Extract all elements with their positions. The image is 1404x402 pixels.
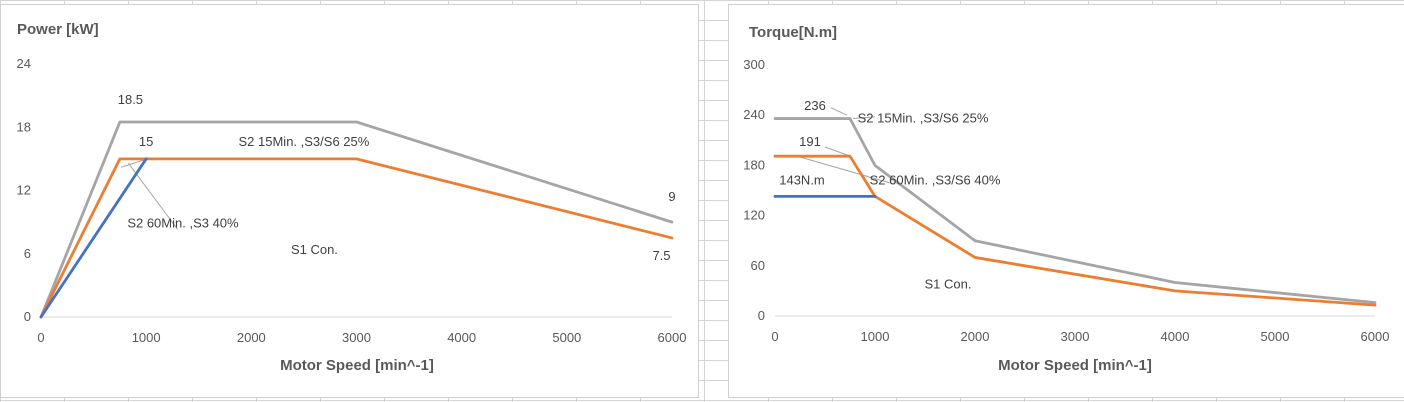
power-y-tick-label: 0 <box>24 309 31 324</box>
power-annotation-label: S2 60Min. ,S3 40% <box>127 215 239 230</box>
power-x-tick-label: 0 <box>37 330 44 345</box>
power-x-tick-label: 1000 <box>132 330 161 345</box>
power-y-tick-label: 6 <box>24 246 31 261</box>
torque-chart: Torque[N.m] Motor Speed [min^-1] 0 60 120 1… <box>728 4 1404 398</box>
power-x-tick-label: 4000 <box>447 330 476 345</box>
torque-series-line-1 <box>773 117 1377 305</box>
torque-annotation-label: S1 Con. <box>925 276 972 291</box>
power-series-line-2 <box>39 157 674 319</box>
torque-x-tick-label: 5000 <box>1261 329 1290 344</box>
power-x-tick-label: 5000 <box>552 330 581 345</box>
power-annotation-label: 7.5 <box>652 248 670 263</box>
torque-x-tick-label: 2000 <box>961 329 990 344</box>
torque-y-tick-label: 60 <box>751 258 765 273</box>
torque-y-tick-label: 120 <box>743 208 765 223</box>
torque-y-tick-label: 0 <box>758 308 765 323</box>
power-y-axis-title: Power [kW] <box>17 21 99 38</box>
torque-y-tick-label: 180 <box>743 157 765 172</box>
torque-x-tick-label: 6000 <box>1361 329 1390 344</box>
power-chart-svg: Power [kW] Motor Speed [min^-1] 0 6 12 18 24… <box>17 21 687 374</box>
power-annotation-label: S2 15Min. ,S3/S6 25% <box>239 134 370 149</box>
torque-y-tick-label: 300 <box>743 57 765 72</box>
power-series-line-3 <box>39 157 148 319</box>
torque-annotation-label: 143N.m <box>779 173 825 188</box>
torque-annotation-label: S2 15Min. ,S3/S6 25% <box>858 111 989 126</box>
torque-leader-line <box>852 116 876 120</box>
power-annotation-label: 18.5 <box>118 92 143 107</box>
power-y-tick-label: 12 <box>17 183 31 198</box>
power-series-line-1 <box>39 120 674 319</box>
power-y-tick-label: 24 <box>17 56 31 71</box>
power-x-tick-label: 6000 <box>658 330 687 345</box>
power-x-tick-label: 2000 <box>237 330 266 345</box>
torque-x-tick-label: 1000 <box>861 329 890 344</box>
torque-leader-line <box>824 146 849 156</box>
torque-annotation-label: 236 <box>804 98 826 113</box>
torque-leader-line <box>830 107 848 116</box>
power-x-tick-label: 3000 <box>342 330 371 345</box>
power-annotation-label: 9 <box>668 189 675 204</box>
torque-x-axis-title: Motor Speed [min^-1] <box>998 357 1152 374</box>
torque-series-line-2 <box>773 154 1377 307</box>
torque-annotation-label: S2 60Min. ,S3/S6 40% <box>870 173 1001 188</box>
torque-x-tick-label: 4000 <box>1161 329 1190 344</box>
power-y-tick-label: 18 <box>17 119 31 134</box>
torque-chart-svg: Torque[N.m] Motor Speed [min^-1] 0 60 120 1… <box>743 24 1390 374</box>
torque-y-tick-label: 240 <box>743 107 765 122</box>
torque-y-axis-title: Torque[N.m] <box>749 24 837 41</box>
power-annotation-label: S1 Con. <box>291 242 338 257</box>
power-annotation-label: 15 <box>139 134 153 149</box>
torque-leader-line <box>799 156 894 185</box>
torque-annotation-label: 191 <box>799 134 821 149</box>
torque-x-tick-label: 0 <box>771 329 778 344</box>
power-chart: Power [kW] Motor Speed [min^-1] 0 6 12 18 24… <box>0 4 699 398</box>
power-x-axis-title: Motor Speed [min^-1] <box>280 357 434 374</box>
torque-x-tick-label: 3000 <box>1061 329 1090 344</box>
power-leader-line <box>120 158 148 168</box>
